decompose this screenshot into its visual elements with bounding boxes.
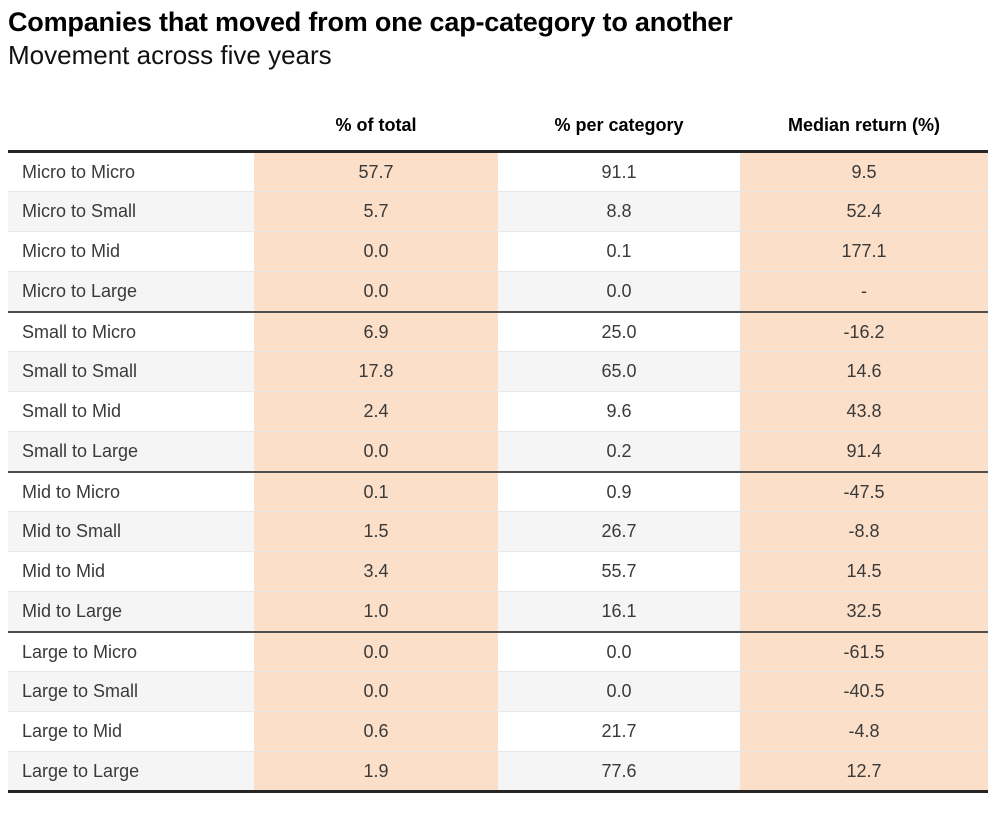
cell-median-return: -61.5: [740, 630, 988, 672]
table-row: Micro to Mid 0.0 0.1 177.1: [8, 231, 988, 272]
cell-pct-of-total: 0.0: [254, 630, 498, 672]
cell-median-return: 9.5: [740, 151, 988, 192]
row-label: Small to Small: [8, 351, 254, 392]
row-label: Micro to Large: [8, 271, 254, 312]
row-label: Small to Micro: [8, 310, 254, 352]
cell-pct-of-total: 0.0: [254, 671, 498, 712]
cell-median-return: -47.5: [740, 470, 988, 512]
col-header-pct-per-category: % per category: [498, 106, 740, 154]
cell-pct-of-total: 1.0: [254, 591, 498, 632]
cell-pct-per-category: 26.7: [498, 511, 740, 552]
row-label: Mid to Large: [8, 591, 254, 632]
table-row: Micro to Micro 57.7 91.1 9.5: [8, 151, 988, 192]
cell-pct-per-category: 55.7: [498, 551, 740, 592]
cell-median-return: -4.8: [740, 711, 988, 752]
cell-median-return: 91.4: [740, 431, 988, 472]
table-row: Small to Small 17.8 65.0 14.6: [8, 351, 988, 392]
table-row: Mid to Mid 3.4 55.7 14.5: [8, 551, 988, 592]
table-row: Mid to Large 1.0 16.1 32.5: [8, 591, 988, 632]
col-header-median-return: Median return (%): [740, 106, 988, 154]
cell-pct-of-total: 0.1: [254, 470, 498, 512]
cell-pct-of-total: 6.9: [254, 310, 498, 352]
cell-median-return: 177.1: [740, 231, 988, 272]
row-label: Large to Large: [8, 751, 254, 794]
page-subtitle: Movement across five years: [8, 39, 332, 70]
cell-median-return: -8.8: [740, 511, 988, 552]
header-row: % of total % per category Median return …: [8, 106, 988, 154]
cell-pct-per-category: 0.0: [498, 671, 740, 712]
row-label: Large to Small: [8, 671, 254, 712]
table-row: Mid to Micro 0.1 0.9 -47.5: [8, 470, 988, 512]
row-label: Small to Large: [8, 431, 254, 472]
cell-median-return: 14.5: [740, 551, 988, 592]
cell-pct-per-category: 8.8: [498, 191, 740, 232]
row-label-header: [8, 106, 254, 154]
cell-pct-per-category: 25.0: [498, 310, 740, 352]
row-label: Small to Mid: [8, 391, 254, 432]
table-body: Micro to Micro 57.7 91.1 9.5 Micro to Sm…: [8, 151, 988, 794]
cell-pct-of-total: 3.4: [254, 551, 498, 592]
cell-pct-of-total: 17.8: [254, 351, 498, 392]
page-title: Companies that moved from one cap-catego…: [8, 7, 733, 37]
row-label: Mid to Mid: [8, 551, 254, 592]
table-row: Large to Large 1.9 77.6 12.7: [8, 751, 988, 794]
row-label: Mid to Micro: [8, 470, 254, 512]
cell-median-return: -40.5: [740, 671, 988, 712]
cell-median-return: 52.4: [740, 191, 988, 232]
table-row: Large to Mid 0.6 21.7 -4.8: [8, 711, 988, 752]
table-row: Large to Small 0.0 0.0 -40.5: [8, 671, 988, 712]
row-label: Large to Micro: [8, 630, 254, 672]
cell-median-return: 14.6: [740, 351, 988, 392]
cell-pct-of-total: 2.4: [254, 391, 498, 432]
row-label: Large to Mid: [8, 711, 254, 752]
cap-movement-table: % of total % per category Median return …: [8, 106, 988, 794]
cell-pct-per-category: 21.7: [498, 711, 740, 752]
cell-median-return: 32.5: [740, 591, 988, 632]
cell-pct-per-category: 65.0: [498, 351, 740, 392]
cell-median-return: -16.2: [740, 310, 988, 352]
cell-pct-of-total: 0.0: [254, 271, 498, 312]
table-row: Small to Mid 2.4 9.6 43.8: [8, 391, 988, 432]
table-row: Micro to Small 5.7 8.8 52.4: [8, 191, 988, 232]
cell-pct-of-total: 0.6: [254, 711, 498, 752]
cell-pct-of-total: 1.5: [254, 511, 498, 552]
table-row: Small to Large 0.0 0.2 91.4: [8, 431, 988, 472]
cell-median-return: 12.7: [740, 751, 988, 794]
cell-median-return: -: [740, 271, 988, 312]
cell-pct-per-category: 0.9: [498, 470, 740, 512]
row-label: Micro to Mid: [8, 231, 254, 272]
cell-pct-per-category: 0.1: [498, 231, 740, 272]
table-row: Small to Micro 6.9 25.0 -16.2: [8, 310, 988, 352]
cell-pct-per-category: 0.0: [498, 630, 740, 672]
table-row: Mid to Small 1.5 26.7 -8.8: [8, 511, 988, 552]
cell-pct-per-category: 77.6: [498, 751, 740, 794]
cell-pct-per-category: 0.0: [498, 271, 740, 312]
cell-pct-per-category: 0.2: [498, 431, 740, 472]
cell-pct-per-category: 16.1: [498, 591, 740, 632]
cell-pct-of-total: 0.0: [254, 431, 498, 472]
cell-median-return: 43.8: [740, 391, 988, 432]
cell-pct-of-total: 5.7: [254, 191, 498, 232]
row-label: Mid to Small: [8, 511, 254, 552]
row-label: Micro to Micro: [8, 151, 254, 192]
cell-pct-of-total: 0.0: [254, 231, 498, 272]
table-row: Large to Micro 0.0 0.0 -61.5: [8, 630, 988, 672]
table-row: Micro to Large 0.0 0.0 -: [8, 271, 988, 312]
row-label: Micro to Small: [8, 191, 254, 232]
cell-pct-of-total: 57.7: [254, 151, 498, 192]
col-header-pct-of-total: % of total: [254, 106, 498, 154]
cell-pct-of-total: 1.9: [254, 751, 498, 794]
cell-pct-per-category: 91.1: [498, 151, 740, 192]
cell-pct-per-category: 9.6: [498, 391, 740, 432]
